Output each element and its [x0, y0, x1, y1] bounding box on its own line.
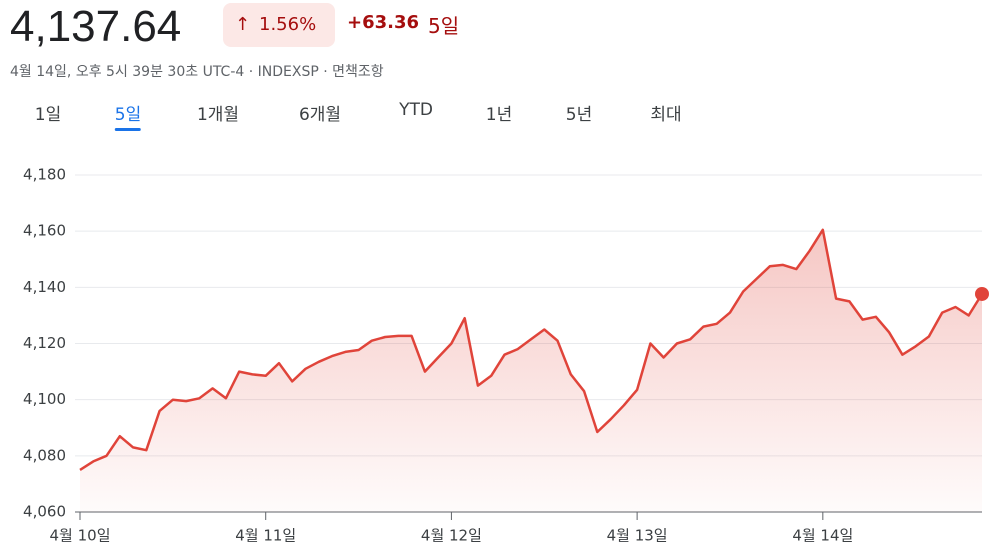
- range-tab[interactable]: 1년: [485, 105, 513, 125]
- price: 4,137.64: [10, 2, 182, 51]
- y-tick-label: 4,060: [23, 503, 66, 521]
- price-line: [79, 228, 984, 471]
- area: [80, 229, 982, 513]
- change: +63.36: [347, 12, 420, 33]
- change-percent: 1.56%: [259, 14, 317, 35]
- x-tick-label: 4월 11일: [235, 527, 296, 545]
- y-tick-label: 4,120: [23, 334, 66, 352]
- x-tick-label: 4월 14일: [792, 527, 853, 545]
- y-tick-label: 4,100: [23, 390, 66, 408]
- range-tabs: 1일 5일 1개월 6개월 YTD 1년 5년 최대: [0, 100, 720, 132]
- x-tick-label: 4월 10일: [50, 527, 111, 545]
- last-point: [975, 286, 989, 301]
- range-tab[interactable]: 1개월: [196, 105, 240, 125]
- range-tab[interactable]: 5년: [565, 105, 593, 125]
- up-arrow: ↑: [235, 14, 251, 35]
- range-tab[interactable]: YTD: [399, 100, 433, 120]
- change-chip: ↑ 1.56%: [223, 3, 335, 47]
- x-tick-label: 4월 13일: [607, 527, 668, 545]
- range-tab[interactable]: 6개월: [298, 105, 342, 125]
- x-tick-label: 4월 12일: [421, 527, 482, 545]
- period: 5일: [428, 14, 460, 38]
- subtitle: 4월 14일, 오후 5시 39분 30초 UTC-4 · INDEXSP · …: [10, 64, 384, 80]
- range-tab[interactable]: 최대: [650, 105, 682, 125]
- y-tick-label: 4,080: [23, 446, 66, 464]
- y-tick-label: 4,140: [23, 278, 66, 296]
- range-tab[interactable]: 5일: [114, 100, 142, 131]
- range-tab[interactable]: 1일: [34, 105, 62, 125]
- y-tick-label: 4,160: [23, 222, 66, 240]
- y-tick-label: 4,180: [23, 166, 66, 184]
